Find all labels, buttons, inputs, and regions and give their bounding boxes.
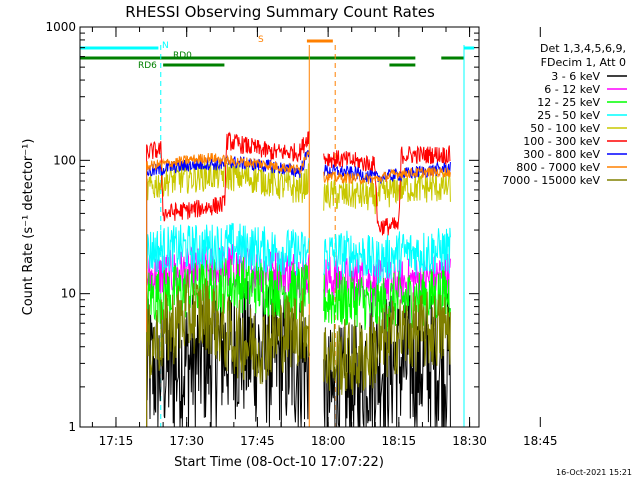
x-tick-label: 17:15: [99, 434, 134, 448]
series-line: [146, 256, 451, 427]
x-tick-label: 18:00: [311, 434, 346, 448]
legend-entry-label: 50 - 100 keV: [530, 122, 600, 135]
legend-entry-label: 3 - 6 keV: [551, 70, 600, 83]
x-tick-label: 18:30: [452, 434, 487, 448]
flag-label: RD6: [138, 61, 157, 71]
x-tick-label: 18:15: [382, 434, 417, 448]
flag-label: N: [162, 41, 169, 51]
y-tick-label: 100: [53, 153, 76, 167]
series-line: [146, 131, 451, 427]
x-axis-label: Start Time (08-Oct-10 17:07:22): [174, 455, 384, 470]
flag-label: RD0: [173, 51, 192, 61]
legend-entry-label: 7000 - 15000 keV: [502, 174, 600, 187]
x-tick-label: 17:45: [240, 434, 275, 448]
footer-date: 16-Oct-2021 15:21: [556, 468, 632, 477]
series-line: [146, 274, 451, 427]
y-tick-label: 1: [68, 420, 76, 434]
legend-entry-label: 300 - 800 keV: [523, 148, 600, 161]
flags-layer: N RD0 RD6 S: [80, 35, 475, 71]
plot-frame: [79, 26, 480, 428]
chart-title: RHESSI Observing Summary Count Rates: [125, 3, 435, 21]
legend-header: Det 1,3,4,5,6,9,: [540, 42, 626, 55]
series-line: [146, 158, 451, 427]
legend: Det 1,3,4,5,6,9,FDecim 1, Att 03 - 6 keV…: [502, 42, 627, 187]
legend-entry-label: 800 - 7000 keV: [516, 161, 600, 174]
series-layer: [146, 131, 451, 428]
flag-label: S: [258, 35, 264, 45]
y-tick-label: 10: [61, 287, 76, 301]
y-tick-label: 1000: [45, 20, 76, 34]
y-axis-label: Count Rate (s⁻¹ detector⁻¹): [21, 139, 36, 316]
legend-header: FDecim 1, Att 0: [541, 56, 626, 69]
legend-entry-label: 100 - 300 keV: [523, 135, 600, 148]
legend-entry-label: 25 - 50 keV: [537, 109, 600, 122]
x-axis-ticks: 17:15 17:30 17:45 18:00 18:15 18:30 18:45: [91, 27, 558, 448]
x-tick-label: 17:30: [169, 434, 204, 448]
legend-entry-label: 12 - 25 keV: [537, 96, 600, 109]
x-tick-label: 18:45: [523, 434, 558, 448]
series-line: [146, 150, 451, 427]
legend-entry-label: 6 - 12 keV: [544, 83, 600, 96]
y-axis-ticks: 1 10 100 1000: [45, 20, 479, 434]
series-line: [146, 222, 451, 427]
